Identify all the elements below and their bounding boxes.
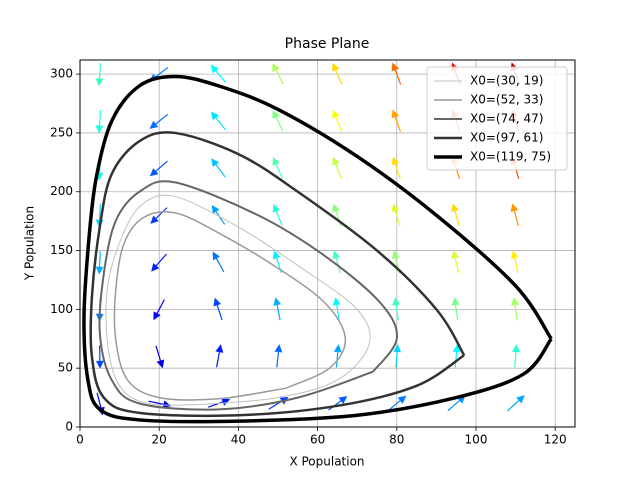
- vector-arrow: [215, 344, 224, 368]
- trajectory: [113, 211, 347, 401]
- vector-arrow: [210, 111, 226, 131]
- legend-label: X0=(74, 47): [470, 112, 543, 126]
- vector-arrow: [391, 156, 401, 179]
- vector-arrow: [95, 345, 104, 369]
- vector-arrow: [332, 156, 342, 179]
- vector-arrow: [510, 250, 519, 274]
- y-tick-label: 250: [50, 125, 73, 139]
- vector-arrow: [391, 203, 401, 226]
- trajectory: [89, 131, 466, 418]
- x-tick-label: 120: [544, 433, 567, 447]
- vector-arrow: [393, 344, 402, 368]
- vector-arrow: [211, 205, 226, 225]
- axes-frame: [79, 59, 576, 428]
- vector-arrow: [273, 297, 282, 321]
- vector-arrow: [272, 110, 284, 132]
- y-tick-label: 200: [50, 184, 73, 198]
- vector-arrow: [272, 250, 283, 273]
- vector-arrow: [208, 398, 231, 408]
- vector-arrow: [391, 109, 402, 132]
- x-tick-label: 40: [231, 433, 246, 447]
- vector-arrow: [95, 251, 104, 275]
- x-tick-label: 80: [389, 433, 404, 447]
- legend-label: X0=(97, 61): [470, 131, 543, 145]
- chart-title: Phase Plane: [285, 36, 370, 52]
- trajectory: [98, 180, 398, 411]
- x-tick-label: 100: [465, 433, 488, 447]
- legend-label: X0=(119, 75): [470, 150, 551, 164]
- vector-arrow: [507, 395, 525, 412]
- y-tick-label: 100: [50, 302, 73, 316]
- vector-arrow: [210, 64, 227, 83]
- vector-arrow: [333, 344, 342, 368]
- vector-arrow: [332, 250, 341, 274]
- vector-arrow: [391, 250, 400, 274]
- vector-arrow: [452, 344, 461, 368]
- vector-arrow: [332, 109, 343, 132]
- vector-arrow: [150, 207, 168, 224]
- vector-arrow: [392, 297, 401, 321]
- vector-arrow: [149, 113, 169, 129]
- vector-arrow: [151, 253, 167, 272]
- vector-arrow: [95, 63, 104, 87]
- trajectory: [82, 74, 553, 424]
- x-tick-label: 0: [76, 433, 84, 447]
- x-tick-label: 20: [152, 433, 167, 447]
- vector-arrow: [213, 297, 223, 321]
- y-tick-label: 50: [58, 361, 73, 375]
- vector-arrow: [272, 203, 283, 226]
- x-tick-label: 60: [310, 433, 325, 447]
- vector-arrow: [328, 396, 348, 411]
- vector-arrow: [451, 297, 460, 321]
- vector-arrow: [153, 299, 165, 321]
- vector-arrow: [387, 395, 407, 411]
- vector-arrow: [272, 63, 284, 85]
- vector-arrow: [211, 158, 226, 178]
- vector-arrow: [274, 344, 283, 368]
- trajectory: [105, 194, 371, 406]
- vector-arrow: [212, 251, 225, 273]
- vector-arrow: [451, 250, 460, 274]
- vector-arrow: [332, 297, 341, 321]
- y-tick-label: 150: [50, 243, 73, 257]
- vector-arrow: [149, 160, 168, 177]
- vector-arrow: [148, 400, 172, 409]
- vector-arrow: [155, 345, 165, 369]
- vector-arrow: [332, 203, 342, 226]
- y-axis-label: Y Population: [23, 206, 37, 281]
- x-axis-label: X Population: [289, 455, 364, 469]
- vector-arrow: [511, 344, 520, 368]
- vector-arrow: [272, 156, 284, 179]
- vector-arrow: [95, 110, 104, 134]
- legend-label: X0=(30, 19): [470, 74, 543, 88]
- legend-label: X0=(52, 33): [470, 93, 543, 107]
- vector-arrow: [332, 62, 343, 85]
- y-tick-label: 0: [65, 420, 73, 434]
- vector-arrow: [391, 62, 402, 85]
- vector-arrow: [511, 297, 519, 321]
- vector-arrow: [510, 203, 520, 227]
- legend-box: [426, 66, 568, 171]
- y-tick-label: 300: [50, 67, 73, 81]
- vector-arrow: [451, 203, 460, 227]
